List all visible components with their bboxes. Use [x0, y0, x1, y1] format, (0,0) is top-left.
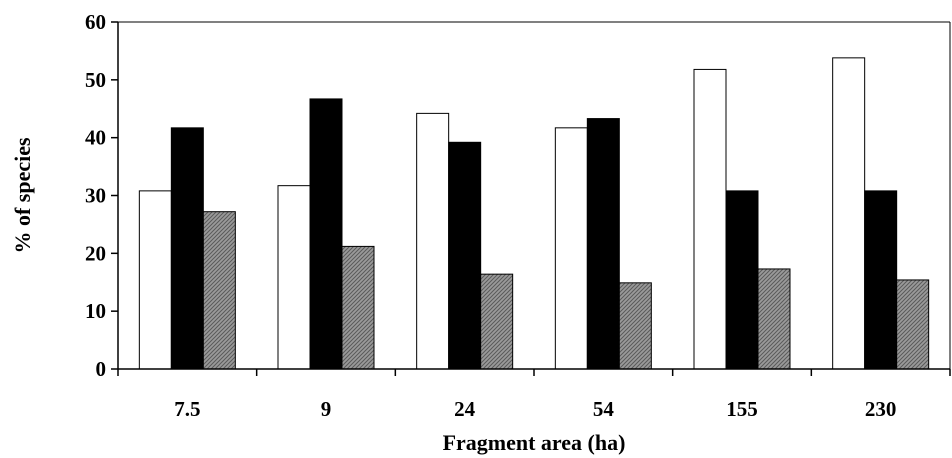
x-tick-label: 155: [726, 397, 758, 421]
bar-24-series-2: [448, 141, 482, 370]
x-tick-label: 230: [865, 397, 897, 421]
y-tick-label: 40: [85, 126, 106, 150]
bar-24-series-3: [480, 273, 514, 370]
bar-155-series-3: [757, 268, 791, 370]
bar-54-series-2: [586, 118, 620, 370]
bar-9-series-3: [341, 245, 375, 370]
x-tick-label: 24: [454, 397, 476, 421]
y-axis: 0 10 20 30 40 50 60: [85, 10, 119, 381]
x-axis: 7.5 9 24 54 155 230: [117, 368, 951, 421]
bar-230-series-3: [896, 279, 930, 370]
bar-24-series-1: [416, 112, 450, 370]
bar-9-series-2: [309, 98, 343, 370]
x-tick-label: 9: [321, 397, 332, 421]
x-tick-label: 54: [593, 397, 615, 421]
bar-9-series-1: [277, 185, 311, 370]
bar-7_5-series-3: [202, 211, 236, 370]
y-tick-label: 20: [85, 241, 106, 265]
y-tick-label: 50: [85, 68, 106, 92]
bar-54-series-1: [554, 127, 588, 370]
bar-230-series-1: [832, 57, 866, 370]
bar-54-series-3: [618, 282, 652, 370]
plot-area: [118, 21, 951, 369]
y-axis-title: % of species: [10, 137, 35, 254]
bar-155-series-1: [693, 68, 727, 370]
x-tick-label: 7.5: [174, 397, 200, 421]
bar-155-series-2: [725, 190, 759, 370]
y-tick-label: 30: [85, 184, 106, 208]
y-tick-label: 0: [96, 357, 107, 381]
bars: [138, 57, 930, 370]
y-tick-label: 60: [85, 10, 106, 34]
x-axis-title: Fragment area (ha): [443, 430, 626, 455]
y-tick-label: 10: [85, 299, 106, 323]
bar-230-series-2: [864, 190, 898, 370]
bar-7_5-series-1: [138, 190, 172, 370]
bar-7_5-series-2: [170, 127, 204, 370]
